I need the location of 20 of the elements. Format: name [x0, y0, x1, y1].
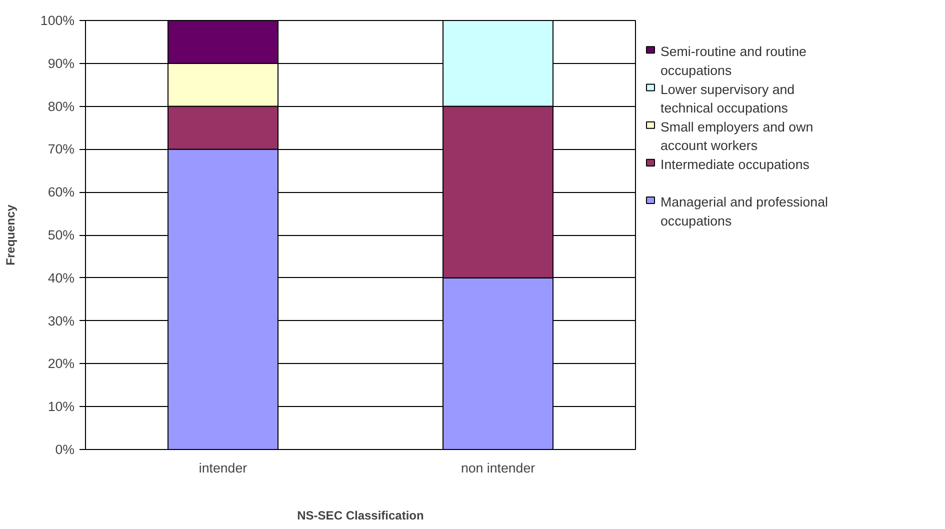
x-tick-label: intender	[198, 460, 248, 476]
y-tick-label: 60%	[48, 184, 75, 200]
y-tick-label: 90%	[48, 56, 75, 71]
x-tick-label: non intender	[460, 460, 536, 476]
y-tick-label: 30%	[48, 313, 75, 328]
y-tick-label: 50%	[48, 228, 75, 242]
y-axis-title: Frequency	[3, 204, 18, 266]
legend-label: Intermediate occupations	[660, 156, 810, 172]
y-tick-label: 0%	[55, 442, 75, 457]
legend-label: Managerial and professional occupations	[660, 194, 828, 228]
legend-label: Semi-routine and routine occupations	[660, 44, 806, 78]
legend-label: Small employers and own account workers	[660, 119, 814, 154]
y-tick-label: 10%	[48, 399, 75, 414]
y-tick-label: 80%	[48, 98, 75, 114]
y-tick-label: 20%	[48, 356, 75, 372]
y-tick-label: 70%	[48, 142, 75, 157]
x-axis-title: NS-SEC Classification	[297, 508, 424, 522]
y-tick-label: 40%	[48, 270, 75, 286]
y-tick-label: 100%	[40, 13, 75, 28]
legend-label: Lower supervisory and technical occupations	[660, 82, 795, 116]
